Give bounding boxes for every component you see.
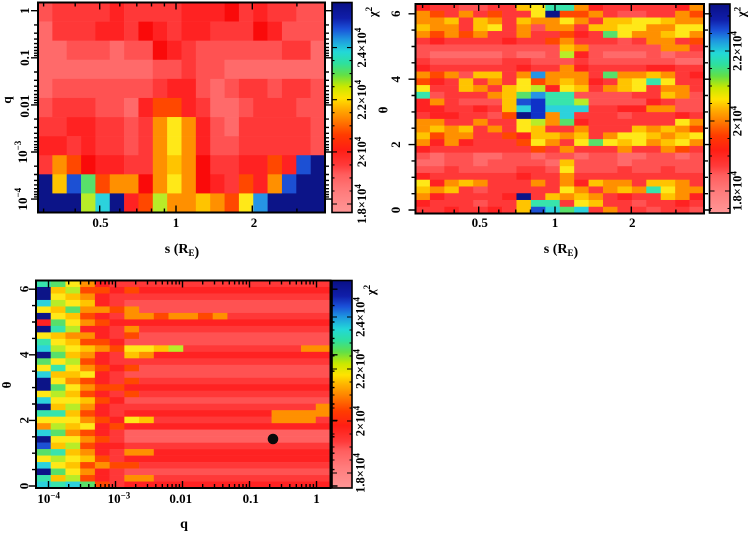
svg-text:0.1: 0.1 — [243, 491, 259, 506]
svg-text:0: 0 — [17, 483, 32, 490]
svg-text:1: 1 — [173, 215, 180, 230]
svg-text:2.2×104: 2.2×104 — [352, 349, 368, 389]
svg-text:2×104: 2×104 — [352, 405, 368, 436]
svg-text:6: 6 — [388, 10, 403, 17]
svg-text:0.5: 0.5 — [472, 215, 489, 230]
svg-text:2.2×104: 2.2×104 — [729, 31, 745, 71]
svg-text:2: 2 — [388, 141, 403, 148]
svg-text:q: q — [180, 517, 188, 532]
svg-text:2×104: 2×104 — [353, 136, 369, 167]
svg-text:1.8×104: 1.8×104 — [352, 453, 368, 493]
svg-text:4: 4 — [388, 75, 403, 82]
svg-text:6: 6 — [17, 285, 32, 292]
svg-text:0.5: 0.5 — [92, 215, 109, 230]
svg-text:1: 1 — [17, 7, 32, 14]
svg-text:1.8×104: 1.8×104 — [729, 171, 745, 211]
svg-text:χ2: χ2 — [733, 6, 749, 18]
svg-text:χ2: χ2 — [362, 284, 378, 296]
svg-text:q: q — [0, 96, 14, 104]
svg-text:1: 1 — [552, 215, 559, 230]
svg-text:4: 4 — [17, 351, 32, 358]
svg-text:2: 2 — [251, 215, 258, 230]
svg-text:2: 2 — [629, 215, 636, 230]
svg-text:2.4×104: 2.4×104 — [352, 297, 368, 337]
svg-text:1.8×104: 1.8×104 — [353, 184, 369, 224]
svg-text:0.01: 0.01 — [17, 95, 32, 118]
svg-text:2: 2 — [17, 417, 32, 424]
svg-text:θ: θ — [376, 106, 391, 113]
svg-text:2×104: 2×104 — [729, 105, 745, 136]
svg-text:2.2×104: 2.2×104 — [353, 79, 369, 119]
svg-text:2.4×104: 2.4×104 — [353, 27, 369, 67]
svg-text:1: 1 — [313, 491, 320, 506]
svg-text:χ2: χ2 — [364, 6, 380, 18]
svg-text:θ: θ — [0, 381, 14, 388]
svg-text:0.01: 0.01 — [169, 491, 192, 506]
svg-text:0.1: 0.1 — [17, 50, 32, 66]
svg-text:0: 0 — [388, 207, 403, 214]
